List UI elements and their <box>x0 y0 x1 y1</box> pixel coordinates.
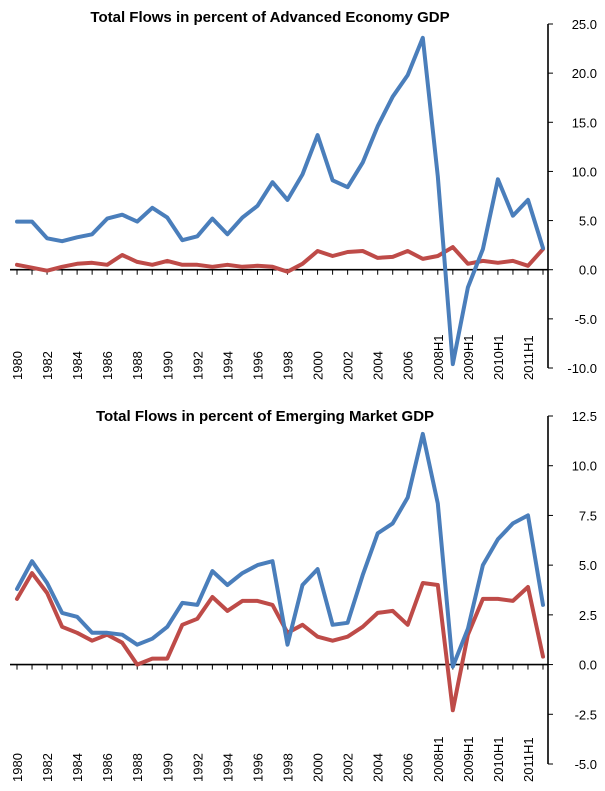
y-tick-label: -5.0 <box>575 757 597 772</box>
x-tick-label: 2009H1 <box>461 334 476 380</box>
x-tick-label: 1988 <box>130 753 145 782</box>
x-tick-label: 2006 <box>401 351 416 380</box>
x-tick-label: 2011H1 <box>521 335 536 380</box>
x-tick-label: 1986 <box>100 351 115 380</box>
x-tick-label: 1986 <box>100 753 115 782</box>
x-tick-label: 2010H1 <box>491 736 506 782</box>
x-tick-label: 1998 <box>281 753 296 782</box>
x-tick-label: 2008H1 <box>431 736 446 782</box>
x-tick-label: 2009H1 <box>461 736 476 782</box>
y-tick-label: 10.0 <box>572 164 597 179</box>
advanced-economy-chart: Total Flows in percent of Advanced Econo… <box>10 9 597 380</box>
y-tick-label: -2.5 <box>575 707 597 722</box>
x-tick-label: 1990 <box>160 753 175 782</box>
x-tick-label: 2011H1 <box>521 737 536 782</box>
y-tick-label: 10.0 <box>572 459 597 474</box>
x-tick-label: 1980 <box>10 351 25 380</box>
x-tick-label: 1990 <box>160 351 175 380</box>
x-tick-label: 1988 <box>130 351 145 380</box>
x-tick-label: 1996 <box>250 753 265 782</box>
x-tick-label: 2002 <box>341 753 356 782</box>
y-tick-label: -10.0 <box>567 361 597 376</box>
x-tick-label: 2010H1 <box>491 334 506 380</box>
x-tick-label: 2002 <box>341 351 356 380</box>
y-tick-label: 20.0 <box>572 66 597 81</box>
chart-title: Total Flows in percent of Advanced Econo… <box>90 9 449 26</box>
x-tick-label: 2006 <box>401 753 416 782</box>
x-tick-label: 1984 <box>70 753 85 782</box>
x-tick-label: 1994 <box>220 753 235 782</box>
x-tick-label: 2000 <box>311 351 326 380</box>
series-line-red <box>15 245 545 274</box>
x-tick-label: 1994 <box>220 351 235 380</box>
y-tick-label: 7.5 <box>579 508 597 523</box>
series-line-blue <box>15 431 545 669</box>
x-tick-label: 1992 <box>190 351 205 380</box>
series-line-blue <box>15 35 545 367</box>
x-tick-label: 1980 <box>10 753 25 782</box>
emerging-market-chart: Total Flows in percent of Emerging Marke… <box>10 408 597 782</box>
series-line-red <box>15 571 545 713</box>
x-tick-label: 1996 <box>250 351 265 380</box>
y-tick-label: 5.0 <box>579 214 597 229</box>
x-tick-label: 2004 <box>371 351 386 380</box>
x-tick-label: 2004 <box>371 753 386 782</box>
y-tick-label: 15.0 <box>572 115 597 130</box>
chart-title: Total Flows in percent of Emerging Marke… <box>96 408 434 425</box>
x-tick-label: 1982 <box>40 351 55 380</box>
x-tick-label: 1984 <box>70 351 85 380</box>
x-tick-label: 1998 <box>281 351 296 380</box>
y-tick-label: 2.5 <box>579 608 597 623</box>
x-tick-label: 2008H1 <box>431 334 446 380</box>
x-tick-label: 1982 <box>40 753 55 782</box>
y-tick-label: 0.0 <box>579 658 597 673</box>
x-tick-label: 1992 <box>190 753 205 782</box>
y-tick-label: 5.0 <box>579 558 597 573</box>
y-tick-label: 12.5 <box>572 409 597 424</box>
x-tick-label: 2000 <box>311 753 326 782</box>
y-tick-label: 25.0 <box>572 17 597 32</box>
y-tick-label: 0.0 <box>579 263 597 278</box>
y-tick-label: -5.0 <box>575 312 597 327</box>
